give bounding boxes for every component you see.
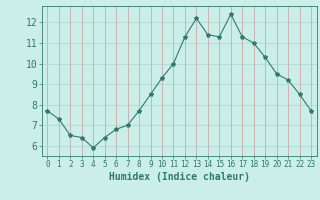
X-axis label: Humidex (Indice chaleur): Humidex (Indice chaleur): [109, 172, 250, 182]
